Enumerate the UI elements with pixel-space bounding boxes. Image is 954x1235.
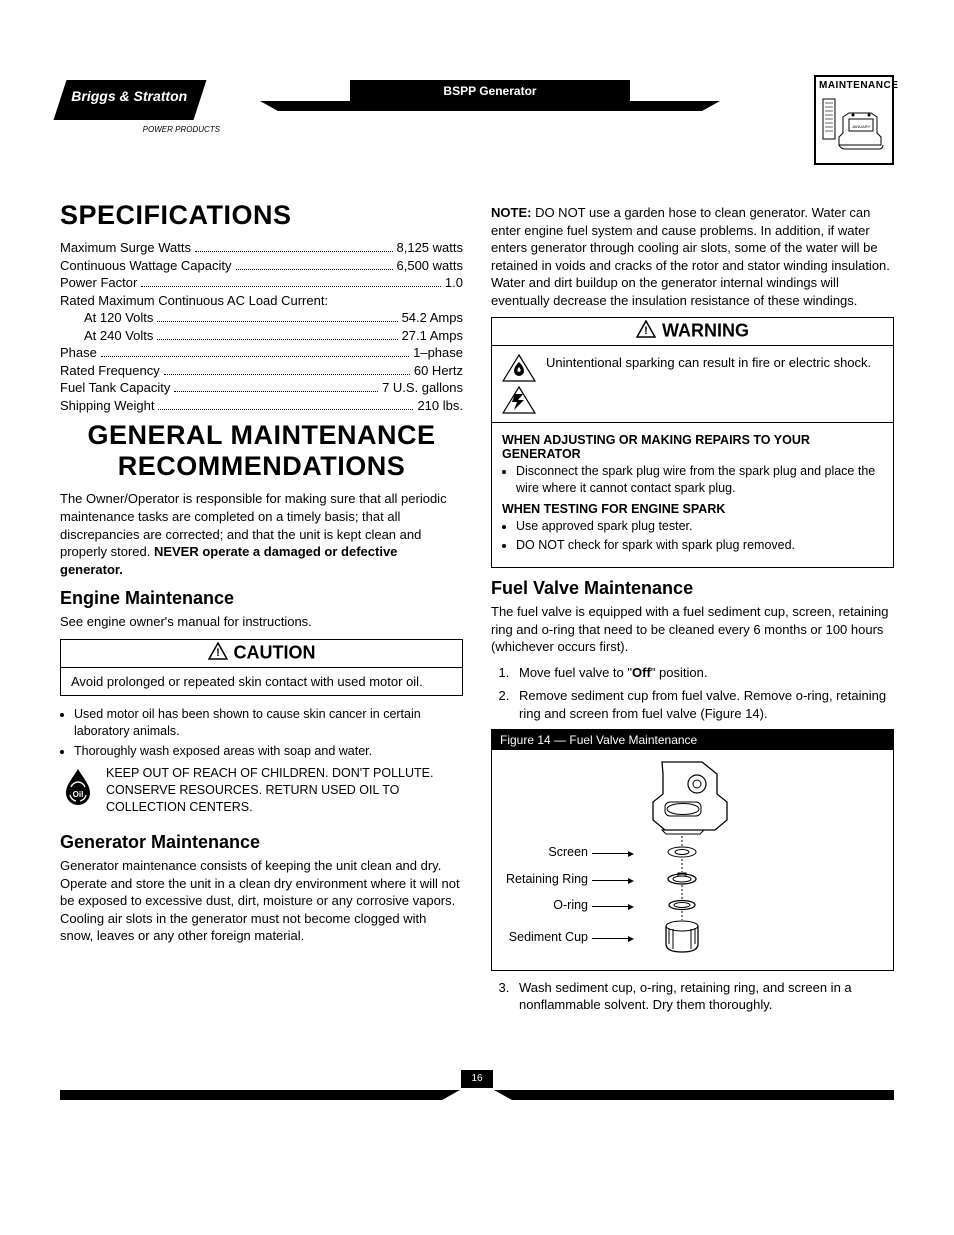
spec-line: At 240 Volts27.1 Amps <box>60 327 463 345</box>
spec-line: Rated Frequency60 Hertz <box>60 362 463 380</box>
warning-text: Unintentional sparking can result in fir… <box>546 354 871 372</box>
svg-text:Oil: Oil <box>73 790 84 799</box>
caution-bullet: Thoroughly wash exposed areas with soap … <box>74 743 463 760</box>
caution-header: ! CAUTION <box>61 640 462 668</box>
engine-maintenance-heading: Engine Maintenance <box>60 588 463 609</box>
brand-sub: POWER PRODUCTS <box>60 125 230 134</box>
specifications-list: Maximum Surge Watts8,125 wattsContinuous… <box>60 239 463 414</box>
caution-bullet: Used motor oil has been shown to cause s… <box>74 706 463 740</box>
fuel-valve-heading: Fuel Valve Maintenance <box>491 578 894 599</box>
maintenance-badge: MAINTENANCE JANUARY <box>814 75 894 165</box>
right-column: NOTE: DO NOT use a garden hose to clean … <box>491 200 894 1020</box>
figure-14-title: Figure 14 — Fuel Valve Maintenance <box>492 730 893 750</box>
badge-month: JANUARY <box>852 124 871 129</box>
warning-triangle-icon: ! <box>636 320 656 343</box>
caution-box: ! CAUTION Avoid prolonged or repeated sk… <box>60 639 463 696</box>
fire-icon <box>502 354 536 382</box>
generator-maintenance-body: Generator maintenance consists of keepin… <box>60 857 463 945</box>
brand-logo: Briggs & Stratton POWER PRODUCTS <box>60 80 230 134</box>
warning-item: Use approved spark plug tester. <box>516 518 883 534</box>
spec-line: Phase1–phase <box>60 344 463 362</box>
label-screen: Screen <box>498 845 588 859</box>
label-o-ring: O-ring <box>498 898 588 912</box>
spec-line: Rated Maximum Continuous AC Load Current… <box>60 292 463 310</box>
warning-subsection: WHEN ADJUSTING OR MAKING REPAIRS TO YOUR… <box>492 423 893 567</box>
label-sediment-cup: Sediment Cup <box>498 930 588 944</box>
figure-14: Figure 14 — Fuel Valve Maintenance Scree… <box>491 729 894 971</box>
warning-body: Unintentional sparking can result in fir… <box>492 346 893 423</box>
caution-body: Avoid prolonged or repeated skin contact… <box>61 668 462 695</box>
fuel-step-2: Remove sediment cup from fuel valve. Rem… <box>513 687 894 722</box>
spec-line: Fuel Tank Capacity7 U.S. gallons <box>60 379 463 397</box>
spec-line: Continuous Wattage Capacity6,500 watts <box>60 257 463 275</box>
oil-recycle-icon: Oil <box>60 767 96 814</box>
shock-icon <box>502 386 536 414</box>
spec-line: Shipping Weight210 lbs. <box>60 397 463 415</box>
badge-title: MAINTENANCE <box>819 80 889 91</box>
svg-text:!: ! <box>644 325 648 337</box>
spec-line: At 120 Volts54.2 Amps <box>60 309 463 327</box>
warning-item: DO NOT check for spark with spark plug r… <box>516 537 883 553</box>
engine-see-manual: See engine owner's manual for instructio… <box>60 613 463 631</box>
general-maintenance-heading: GENERAL MAINTENANCE RECOMMENDATIONS <box>60 420 463 482</box>
page-footer: 16 <box>60 1090 894 1116</box>
svg-text:!: ! <box>216 647 220 659</box>
label-retaining-ring: Retaining Ring <box>498 872 588 886</box>
content-columns: SPECIFICATIONS Maximum Surge Watts8,125 … <box>60 200 894 1020</box>
footer-bar-left <box>60 1090 460 1100</box>
fuel-steps-3: Wash sediment cup, o-ring, retaining rin… <box>491 979 894 1014</box>
page-header: Briggs & Stratton POWER PRODUCTS BSPP Ge… <box>60 80 894 170</box>
fuel-valve-intro: The fuel valve is equipped with a fuel s… <box>491 603 894 656</box>
warning-box: ! WARNING Uni <box>491 317 894 568</box>
warning-sub2-list: Use approved spark plug tester. DO NOT ch… <box>516 518 883 554</box>
generator-maintenance-heading: Generator Maintenance <box>60 832 463 853</box>
document-title: BSPP Generator <box>350 80 630 102</box>
spec-line: Maximum Surge Watts8,125 watts <box>60 239 463 257</box>
specifications-heading: SPECIFICATIONS <box>60 200 463 231</box>
fuel-valve-illustration <box>602 752 862 962</box>
caution-bullets: Used motor oil has been shown to cause s… <box>74 706 463 760</box>
warning-header: ! WARNING <box>492 318 893 346</box>
warning-hazard-icons <box>502 354 536 414</box>
keep-out-text: KEEP OUT OF REACH OF CHILDREN. DON'T POL… <box>106 765 463 816</box>
maintenance-icon: JANUARY <box>819 93 889 153</box>
footer-bar-right <box>494 1090 894 1100</box>
brand-name: Briggs & Stratton <box>71 88 187 104</box>
fuel-steps-1-2: Move fuel valve to "Off" position. Remov… <box>491 664 894 723</box>
spec-line: Power Factor1.0 <box>60 274 463 292</box>
warning-item: Disconnect the spark plug wire from the … <box>516 463 883 496</box>
fuel-step-1: Move fuel valve to "Off" position. <box>513 664 894 682</box>
general-maintenance-intro: The Owner/Operator is responsible for ma… <box>60 490 463 578</box>
figure-14-body: Screen Retaining Ring O-ring Sediment Cu… <box>492 750 893 970</box>
note-paragraph: NOTE: DO NOT use a garden hose to clean … <box>491 204 894 309</box>
page-number: 16 <box>461 1070 493 1088</box>
fuel-step-3: Wash sediment cup, o-ring, retaining rin… <box>513 979 894 1014</box>
warning-sub1-list: Disconnect the spark plug wire from the … <box>516 463 883 496</box>
oil-keep-out: Oil KEEP OUT OF REACH OF CHILDREN. DON'T… <box>60 765 463 816</box>
left-column: SPECIFICATIONS Maximum Surge Watts8,125 … <box>60 200 463 1020</box>
warning-sub2-title: WHEN TESTING FOR ENGINE SPARK <box>502 502 883 516</box>
page: Briggs & Stratton POWER PRODUCTS BSPP Ge… <box>0 0 954 1156</box>
warning-sub1-title: WHEN ADJUSTING OR MAKING REPAIRS TO YOUR… <box>502 433 883 461</box>
caution-triangle-icon: ! <box>208 642 228 665</box>
title-arrow <box>260 101 720 111</box>
